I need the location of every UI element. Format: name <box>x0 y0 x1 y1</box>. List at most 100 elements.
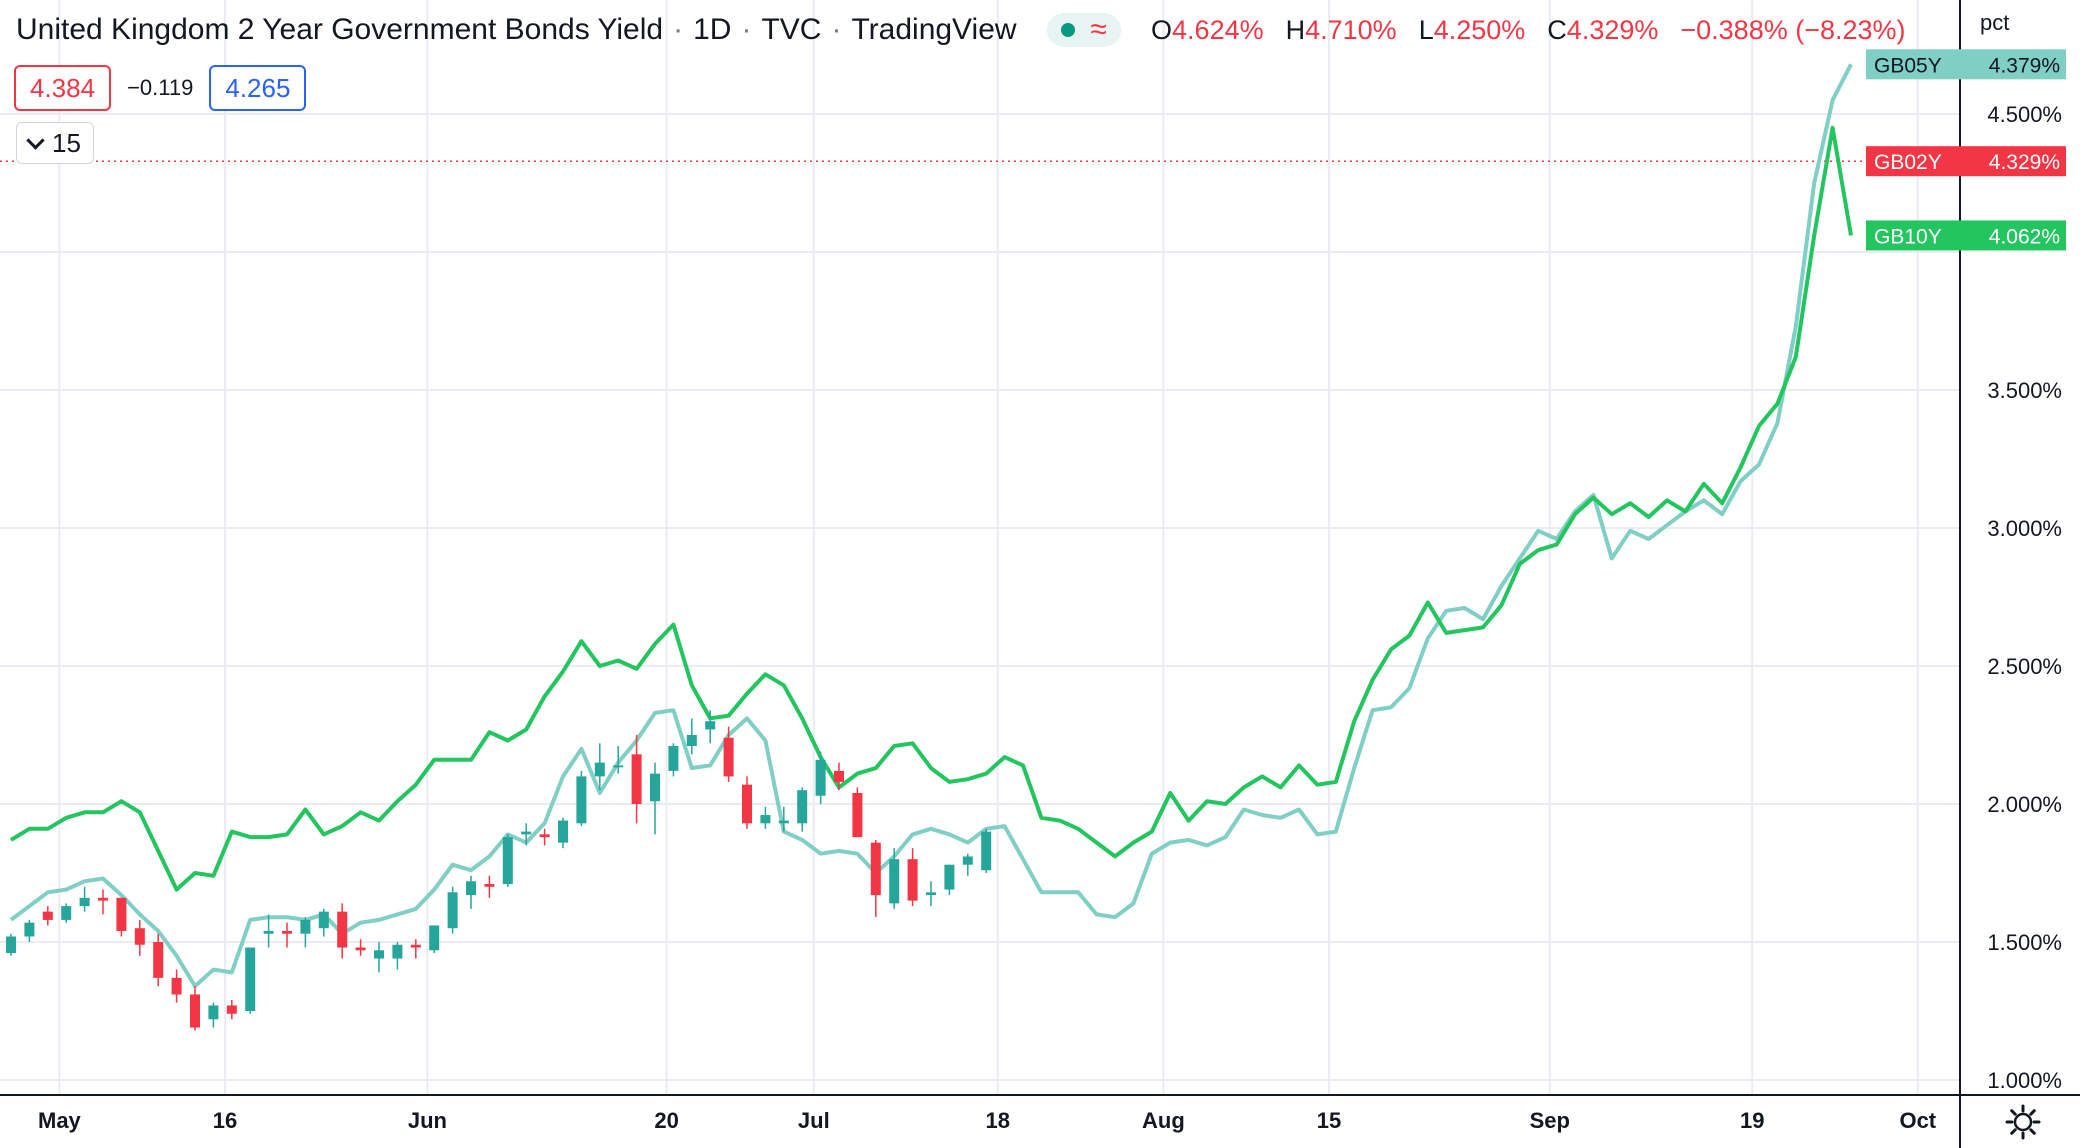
candle <box>208 1002 219 1028</box>
indicator-count: 15 <box>52 127 81 158</box>
market-status-pill[interactable]: ≈ <box>1046 13 1122 47</box>
series-label-value: 4.062% <box>1989 225 2060 248</box>
buy-price-button[interactable]: 4.265 <box>209 65 307 111</box>
candle-body <box>926 892 936 896</box>
candle-body <box>208 1005 219 1020</box>
candle <box>484 875 495 898</box>
candle <box>263 914 274 948</box>
candle <box>190 986 200 1031</box>
candle-body <box>723 737 734 777</box>
candle-body <box>521 831 532 835</box>
candle <box>852 787 863 838</box>
symbol-title[interactable]: United Kingdom 2 Year Government Bonds Y… <box>16 13 664 46</box>
gear-icon[interactable] <box>2005 1104 2041 1140</box>
candle <box>153 933 164 987</box>
series-label-box <box>1866 220 2066 251</box>
candlestick-series <box>6 710 992 1031</box>
y-axis-ticks: 1.000% 1.500% 2.000% 2.500% 3.000% 3.500% 4.50… <box>1987 102 2062 1093</box>
y-tick-label: 1.000% <box>1987 1068 2062 1093</box>
candle <box>502 834 513 887</box>
candle-body <box>631 754 642 804</box>
candle <box>79 886 90 912</box>
candle-body <box>374 950 384 959</box>
candle-body <box>668 746 679 771</box>
interval-label[interactable]: 1D <box>693 13 732 46</box>
series-label-value: 4.379% <box>1989 54 2060 77</box>
candle-body <box>594 762 605 777</box>
candle-body <box>576 776 587 824</box>
chart-legend: United Kingdom 2 Year Government Bonds Y… <box>16 10 1906 50</box>
separator-dot: · <box>673 13 684 46</box>
series-label-name: GB10Y <box>1874 225 1942 248</box>
open-value: O4.624% <box>1151 14 1264 45</box>
candle-body <box>797 790 808 824</box>
x-tick-label: Oct <box>1899 1108 1936 1133</box>
candle <box>171 969 182 1003</box>
candle-body <box>355 947 366 951</box>
candle <box>668 743 679 777</box>
y-tick-label: 1.500% <box>1987 930 2062 955</box>
candle <box>558 817 568 849</box>
high-value: H4.710% <box>1285 14 1397 45</box>
x-tick-label: Jul <box>798 1108 830 1133</box>
candle-body <box>484 884 495 887</box>
chevron-down-icon <box>26 130 45 150</box>
candle-body <box>447 892 458 929</box>
candle <box>282 922 292 948</box>
candle <box>61 903 72 923</box>
candle-body <box>558 820 568 843</box>
candle-body <box>79 897 90 907</box>
trade-controls: 4.384 −0.119 4.265 <box>14 65 307 111</box>
x-axis-ticks: May 16 Jun 20 Jul 18 Aug 15 Sep 19 Oct <box>38 1108 1937 1133</box>
separator-dot: · <box>831 13 842 46</box>
grid-lines <box>0 0 1960 1095</box>
candle <box>650 762 660 835</box>
candle-body <box>962 856 973 865</box>
candle-body <box>153 942 164 978</box>
series-label-gb02y: GB02Y 4.329% <box>1866 146 2066 177</box>
candle <box>834 762 844 791</box>
series-line-gb10y <box>9 125 1853 892</box>
candle <box>705 710 716 744</box>
candle-body <box>61 906 72 920</box>
candle-body <box>24 922 35 937</box>
candle <box>429 925 440 954</box>
candle-body <box>907 859 918 901</box>
x-tick-label: 19 <box>1740 1108 1764 1133</box>
candle-body <box>42 911 53 920</box>
candle <box>539 828 550 846</box>
series-label-gb10y: GB10Y 4.062% <box>1866 220 2066 251</box>
candle-body <box>429 925 440 951</box>
candle <box>410 939 421 959</box>
separator-dot: · <box>741 13 752 46</box>
candle <box>6 933 16 956</box>
candle-body <box>944 864 955 890</box>
sell-price-button[interactable]: 4.384 <box>14 65 112 111</box>
candle <box>98 889 108 915</box>
candle-body <box>778 820 789 824</box>
source-label: TVC <box>761 13 822 46</box>
candle <box>245 947 256 1014</box>
candle <box>926 881 936 907</box>
candle-body <box>981 831 992 871</box>
candle-body <box>116 897 127 931</box>
candle <box>374 942 384 973</box>
candle-body <box>190 994 200 1028</box>
candle <box>742 776 752 829</box>
indicators-collapse-button[interactable]: 15 <box>16 122 94 164</box>
candle-body <box>539 834 550 838</box>
candle-body <box>834 770 844 782</box>
candle <box>521 823 532 846</box>
candle <box>797 787 808 832</box>
candle-body <box>392 944 403 959</box>
candle-body <box>410 944 421 948</box>
candle <box>907 848 918 907</box>
candle-body <box>337 911 348 948</box>
candle <box>870 839 881 918</box>
series-label-value: 4.329% <box>1989 151 2060 174</box>
x-tick-label: 15 <box>1317 1108 1341 1133</box>
series-label-gb05y: GB05Y 4.379% <box>1866 49 2066 80</box>
market-open-dot-icon <box>1060 23 1075 37</box>
